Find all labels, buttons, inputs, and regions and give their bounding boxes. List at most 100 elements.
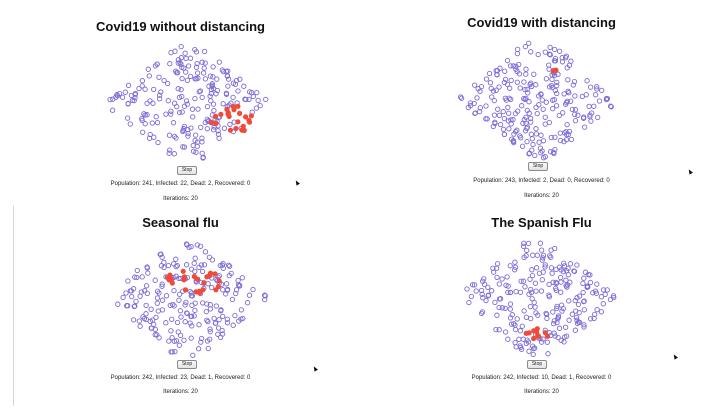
healthy-agent [189, 323, 195, 329]
healthy-agent [188, 313, 195, 319]
healthy-agent [527, 81, 533, 88]
healthy-agent [216, 273, 222, 279]
healthy-agent [221, 125, 228, 131]
healthy-agent [565, 77, 571, 83]
healthy-agent [170, 301, 176, 308]
stop-button[interactable]: Stop [527, 360, 547, 369]
healthy-agent [600, 287, 607, 293]
healthy-agent [566, 128, 573, 135]
healthy-agent [553, 280, 560, 287]
healthy-agent [514, 50, 521, 57]
healthy-agent [165, 98, 171, 104]
healthy-agent [159, 281, 165, 287]
healthy-agent [551, 72, 558, 78]
healthy-agent [204, 317, 210, 323]
stop-button[interactable]: Stop [177, 166, 197, 175]
healthy-agent [485, 284, 491, 290]
healthy-agent [525, 90, 531, 96]
healthy-agent [262, 292, 268, 298]
healthy-agent [489, 94, 495, 100]
healthy-agent [508, 321, 515, 327]
healthy-agent [568, 136, 575, 143]
healthy-agent [553, 103, 560, 109]
healthy-agent [556, 48, 563, 54]
healthy-agent [226, 263, 233, 269]
healthy-agent [468, 293, 475, 300]
stop-button[interactable]: Stop [177, 360, 197, 369]
healthy-agent [178, 43, 184, 50]
healthy-agent [223, 90, 230, 96]
healthy-agent [144, 290, 150, 297]
healthy-agent [142, 86, 148, 92]
healthy-agent [166, 150, 172, 156]
healthy-agent [507, 306, 513, 312]
healthy-agent [567, 261, 574, 267]
healthy-agent [176, 297, 182, 303]
healthy-agent [562, 324, 569, 330]
healthy-agent [571, 268, 578, 275]
healthy-agent [212, 320, 219, 326]
healthy-agent [120, 294, 126, 301]
healthy-agent [154, 295, 161, 301]
healthy-agent [158, 263, 165, 269]
healthy-agent [225, 83, 231, 89]
healthy-agent [492, 299, 498, 306]
infected-agent [248, 113, 254, 119]
healthy-agent [510, 63, 516, 69]
healthy-agent [488, 85, 494, 92]
infected-agent [197, 290, 203, 296]
healthy-agent [172, 48, 178, 54]
healthy-agent [230, 322, 236, 328]
healthy-agent [235, 277, 241, 284]
healthy-agent [173, 338, 180, 344]
infected-agent [243, 114, 249, 120]
stop-button[interactable]: Stop [528, 162, 548, 171]
healthy-agent [144, 265, 150, 271]
healthy-agent [481, 281, 488, 288]
healthy-agent [141, 315, 148, 322]
healthy-agent [159, 297, 166, 303]
healthy-agent [163, 111, 169, 117]
healthy-agent [125, 82, 132, 89]
healthy-agent [172, 348, 178, 355]
healthy-agent [575, 112, 581, 118]
healthy-agent [173, 68, 179, 74]
healthy-agent [201, 65, 207, 71]
healthy-agent [526, 99, 532, 105]
healthy-agent [591, 103, 597, 109]
healthy-agent [233, 290, 239, 297]
healthy-agent [161, 77, 167, 84]
healthy-agent [143, 302, 149, 309]
healthy-agent [154, 119, 161, 126]
healthy-agent [529, 272, 536, 279]
healthy-agent [546, 281, 552, 288]
healthy-agent [548, 265, 555, 271]
healthy-agent [166, 338, 172, 344]
infected-agent [230, 103, 236, 110]
healthy-agent [493, 326, 499, 333]
healthy-agent [250, 286, 256, 293]
healthy-agent [548, 254, 554, 260]
healthy-agent [496, 281, 502, 287]
healthy-agent [187, 73, 194, 80]
healthy-agent [513, 63, 519, 70]
healthy-agent [518, 278, 524, 284]
healthy-agent [156, 335, 162, 341]
healthy-agent [159, 254, 165, 260]
healthy-agent [602, 291, 608, 298]
healthy-agent [526, 110, 532, 116]
healthy-agent [554, 79, 560, 86]
healthy-agent [539, 97, 545, 103]
healthy-agent [507, 263, 513, 269]
healthy-agent [124, 115, 131, 121]
healthy-agent [190, 114, 196, 120]
healthy-agent [501, 131, 508, 138]
healthy-agent [188, 335, 194, 341]
healthy-agent [176, 291, 183, 297]
healthy-agent [517, 85, 523, 91]
healthy-agent [554, 319, 560, 326]
simulation-title: The Spanish Flu [491, 215, 592, 230]
simulation-panel-with-distancing: Covid19 with distancing Stop Population:… [361, 0, 722, 206]
healthy-agent [232, 312, 238, 319]
healthy-agent [508, 77, 514, 84]
